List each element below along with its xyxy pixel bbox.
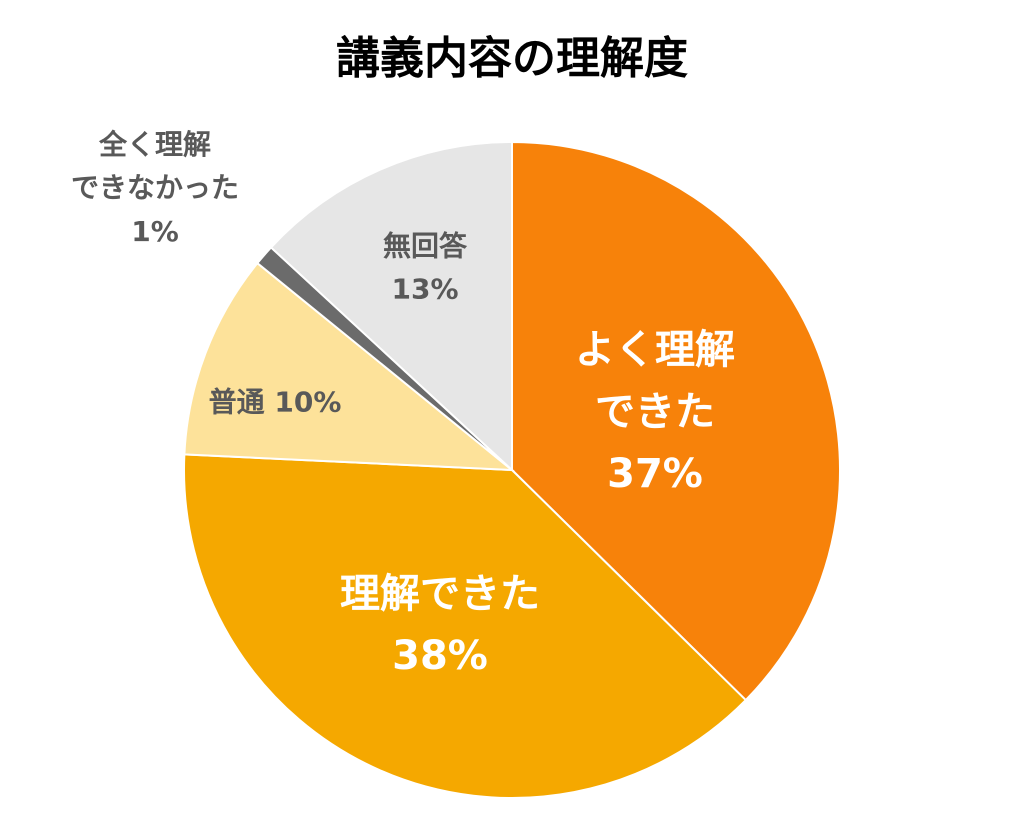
category-label: 全く理解 できなかった bbox=[70, 127, 240, 205]
value-label: 1% bbox=[131, 214, 179, 248]
chart-title: 講義内容の理解度 bbox=[336, 33, 688, 84]
pie-slice bbox=[511, 140, 841, 702]
data-label: 普通 10% bbox=[209, 380, 342, 423]
data-label: 全く理解 できなかった 1% bbox=[71, 123, 239, 253]
data-label: 無回答 13% bbox=[383, 225, 467, 312]
category-label: よく理解 できた bbox=[575, 327, 735, 435]
pie-slice bbox=[269, 140, 513, 473]
category-label: 普通 bbox=[208, 385, 265, 419]
value-label: 37% bbox=[607, 451, 703, 497]
value-label: 13% bbox=[391, 273, 459, 306]
pie-slice bbox=[183, 261, 515, 472]
value-label: 38% bbox=[392, 633, 488, 679]
pie-slice bbox=[183, 453, 748, 799]
value-label: 10% bbox=[274, 385, 342, 419]
category-label: 理解できた bbox=[340, 571, 540, 617]
data-label: よく理解 できた 37% bbox=[575, 319, 735, 505]
category-label: 無回答 bbox=[382, 229, 468, 263]
data-label: 理解できた 38% bbox=[340, 563, 540, 687]
